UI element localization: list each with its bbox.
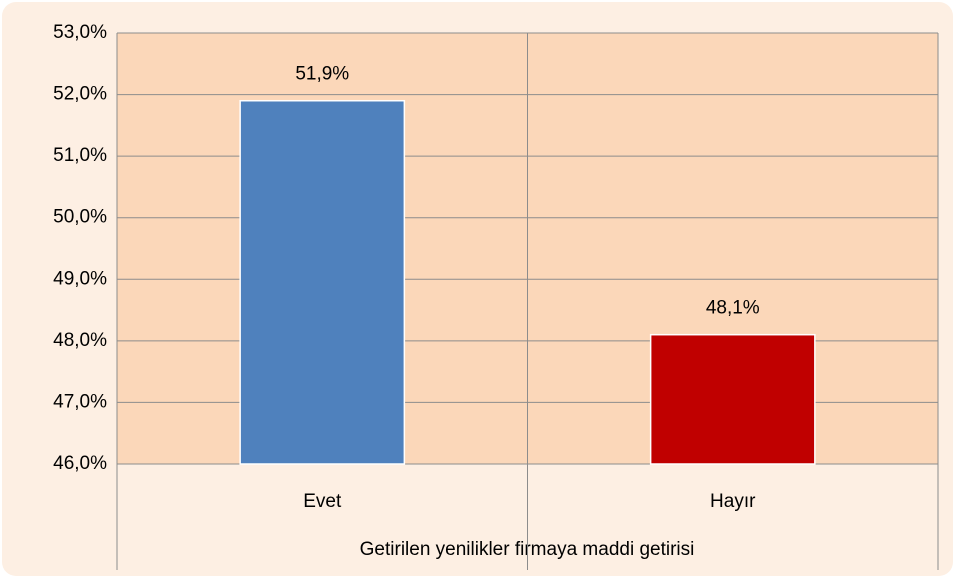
bar xyxy=(239,99,406,465)
y-tick-label: 53,0% xyxy=(53,22,107,43)
y-tick-label: 50,0% xyxy=(53,207,107,228)
y-tick-label: 48,0% xyxy=(53,330,107,351)
y-tick-label: 47,0% xyxy=(53,391,107,412)
y-tick-label: 52,0% xyxy=(53,84,107,105)
x-tick-label: Hayır xyxy=(710,491,756,512)
y-tick-label: 51,0% xyxy=(53,145,107,166)
y-tick-label: 49,0% xyxy=(53,268,107,289)
x-tick-label: Evet xyxy=(303,491,342,512)
bar xyxy=(649,333,816,465)
y-tick-label: 46,0% xyxy=(53,453,107,474)
data-label: 51,9% xyxy=(295,64,349,85)
data-label: 48,1% xyxy=(706,298,760,319)
